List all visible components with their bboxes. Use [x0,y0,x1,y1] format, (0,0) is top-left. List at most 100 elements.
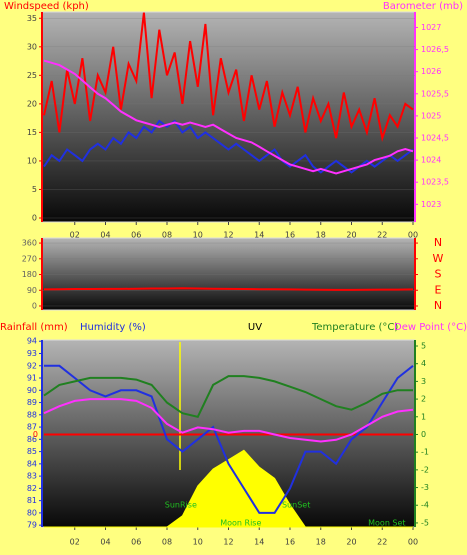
rain-tick-label: 0 [33,430,38,439]
y-tick-label: 79 [27,521,37,530]
y2-tick-label: N [434,236,442,249]
y-tick-label: 85 [27,447,37,456]
axis-label: Rainfall (mm) [0,322,68,333]
y2-tick-label: 5 [421,342,426,351]
y-tick-label: 88 [27,410,37,419]
x-tick-label: 12 [223,231,233,240]
annotation: SunSet [282,501,310,510]
x-tick-label: 02 [70,538,80,547]
annotation: Moon Rise [220,519,261,528]
y2-tick-label: E [435,283,442,296]
y2-tick-label: 1025,5 [421,89,449,98]
series-line [43,287,414,291]
y2-tick-label: S [435,268,442,281]
y-tick-label: 15 [27,128,37,137]
y2-tick-label: 1024 [421,156,441,165]
series-line [43,59,414,175]
y-tick-label: 180 [22,270,37,279]
y2-tick-label: 3 [421,377,426,386]
y-tick-label: 89 [27,398,37,407]
y2-tick-label: 0 [421,430,426,439]
axis-label: Temperature (°C) [311,322,398,333]
x-tick-label: 08 [162,538,172,547]
y2-tick-label: W [433,252,444,265]
series-line [43,12,414,143]
y-tick-label: 84 [27,459,37,468]
panel-wind [41,11,416,223]
y-tick-label: 5 [32,185,37,194]
y-tick-label: 93 [27,349,37,358]
y-tick-label: 0 [32,301,37,310]
y2-tick-label: 4 [421,359,426,368]
series-line [44,364,414,514]
x-tick-label: 04 [100,231,110,240]
y-tick-label: 81 [27,496,37,505]
x-tick-label: 16 [285,231,295,240]
axis-label: Dew Point (°C) [394,322,467,333]
x-tick-label: 12 [223,538,233,547]
y-tick-label: 35 [27,14,37,23]
y-tick-label: 270 [22,254,37,263]
annotation: Moon Set [368,519,405,528]
x-tick-label: 18 [316,538,326,547]
panel-direction [41,237,416,311]
y-tick-label: 25 [27,71,37,80]
axis-label: UV [248,322,262,333]
series-line [43,398,414,443]
x-tick-label: 14 [254,231,264,240]
y-tick-label: 82 [27,484,37,493]
y-tick-label: 92 [27,361,37,370]
y2-tick-label: 1023 [421,200,441,209]
y-tick-label: 30 [27,42,37,51]
x-tick-label: 06 [131,538,141,547]
y2-tick-label: -4 [421,501,429,510]
y-tick-label: 87 [27,423,37,432]
y2-tick-label: N [434,299,442,312]
x-tick-label: 04 [100,538,110,547]
y2-tick-label: 1024,5 [421,134,449,143]
annotation: SunRise [165,501,197,510]
x-tick-label: 20 [346,231,356,240]
y2-tick-label: 1027 [421,23,441,32]
y-tick-label: 10 [27,156,37,165]
y-tick-label: 0 [32,214,37,223]
y-tick-label: 90 [27,286,37,295]
x-tick-label: 20 [346,538,356,547]
x-tick-label: 10 [193,538,203,547]
y2-tick-label: 2 [421,395,426,404]
x-tick-label: 10 [193,231,203,240]
y2-tick-label: -5 [421,518,429,527]
y-tick-label: 86 [27,435,37,444]
y2-tick-label: -1 [421,448,429,457]
y-tick-label: 80 [27,508,37,517]
uv-area [44,449,413,528]
x-tick-label: 16 [285,538,295,547]
x-tick-label: 14 [254,538,264,547]
y2-axis-label: Barometer (mb) [383,1,463,12]
y2-tick-label: 1026,5 [421,45,449,54]
x-tick-label: 22 [377,538,387,547]
y2-tick-label: -3 [421,483,429,492]
x-tick-label: 18 [316,231,326,240]
y2-tick-label: 1023,5 [421,178,449,187]
y2-tick-label: 1025 [421,111,441,120]
y2-tick-label: -2 [421,465,429,474]
y-tick-label: 83 [27,472,37,481]
x-tick-label: 00 [408,231,418,240]
y-tick-label: 20 [27,99,37,108]
y2-tick-label: 1 [421,412,426,421]
x-tick-label: 02 [70,231,80,240]
y-tick-label: 94 [27,337,37,346]
y-tick-label: 90 [27,386,37,395]
x-tick-label: 06 [131,231,141,240]
x-tick-label: 08 [162,231,172,240]
y2-tick-label: 1026 [421,67,441,76]
y-tick-label: 91 [27,374,37,383]
axis-label: Humidity (%) [80,322,146,333]
y-axis-label: Windspeed (kph) [4,1,89,12]
x-tick-label: 00 [408,538,418,547]
series-line [43,375,413,418]
series-line [43,119,414,174]
x-tick-label: 22 [377,231,387,240]
